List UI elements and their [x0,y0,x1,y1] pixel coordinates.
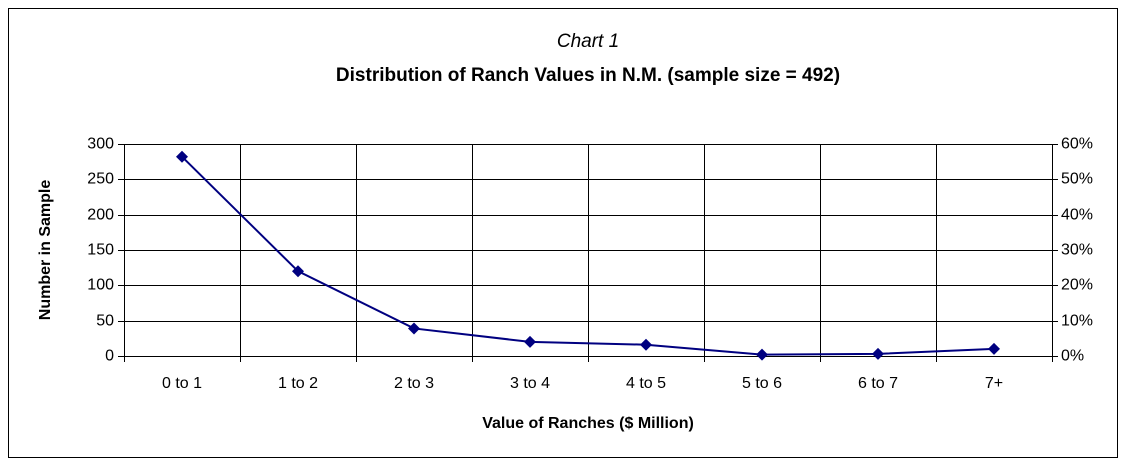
y2-tick-label: 20% [1061,277,1093,294]
marker [176,150,188,163]
y2-tick-label: 0% [1061,348,1084,365]
y-tick-label: 300 [87,136,114,153]
y-axis-label: Number in Sample [37,180,54,321]
marker [988,342,1000,355]
x-tick-label: 1 to 2 [278,375,318,392]
marker [756,348,768,361]
x-tick-label: 5 to 6 [742,375,782,392]
y2-tick-label: 10% [1061,313,1093,330]
line [181,156,995,356]
y-tick-label: 250 [87,171,114,188]
y2-tick-label: 30% [1061,242,1093,259]
y-tick-label: 100 [87,277,114,294]
marker [872,347,884,360]
y2-tick-label: 60% [1061,136,1093,153]
x-tick-label: 2 to 3 [394,375,434,392]
y-tick-label: 50 [96,313,114,330]
x-tick-label: 3 to 4 [510,375,550,392]
chart-subtitle: Distribution of Ranch Values in N.M. (sa… [336,65,840,86]
marker [524,335,536,348]
y2-tick-label: 50% [1061,171,1093,188]
y-tick-label: 0 [105,348,114,365]
x-tick-label: 0 to 1 [162,375,202,392]
chart-title: Chart 1 [557,31,619,52]
x-tick-label: 4 to 5 [626,375,666,392]
marker [408,322,420,335]
marker [292,265,304,278]
y-tick-label: 150 [87,242,114,259]
y-tick-label: 200 [87,207,114,224]
marker [640,338,652,351]
x-tick-label: 7+ [985,375,1003,392]
x-axis-label: Value of Ranches ($ Million) [482,415,694,432]
x-tick-label: 6 to 7 [858,375,898,392]
y2-tick-label: 40% [1061,207,1093,224]
